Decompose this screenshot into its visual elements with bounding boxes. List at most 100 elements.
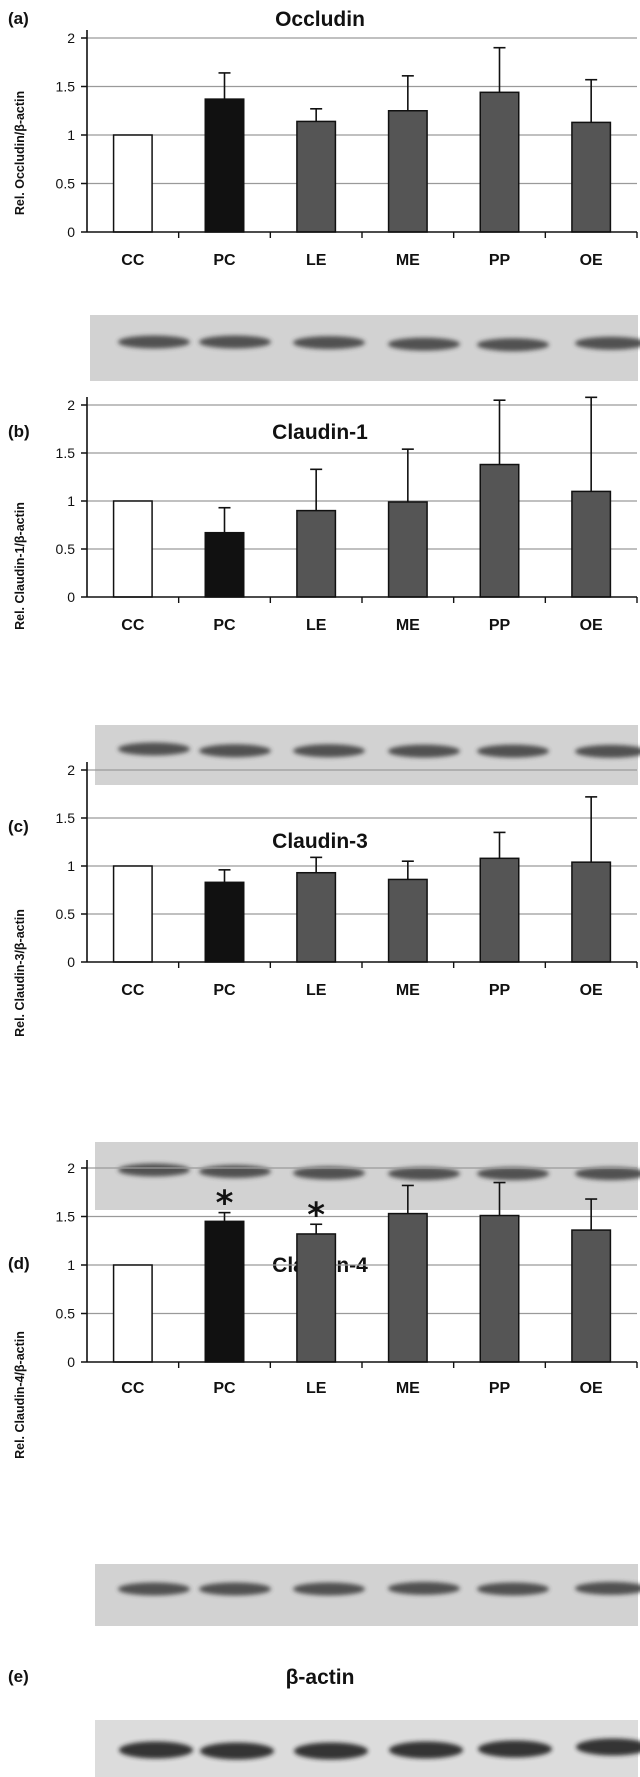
y-tick-label: 0.5: [56, 906, 76, 922]
blot-band: [293, 1166, 365, 1180]
blot-band: [477, 1582, 549, 1596]
panel-label: (d): [8, 1254, 30, 1273]
axes: [81, 30, 638, 238]
panel-label: (e): [8, 1667, 29, 1686]
bar-le: [296, 509, 337, 598]
bar-cc: [112, 1264, 153, 1363]
blot-band: [575, 336, 640, 350]
x-category-label: PP: [489, 252, 511, 269]
bar-pp: [479, 857, 520, 963]
y-tick-label: 1.5: [56, 1209, 76, 1225]
bars: [112, 46, 612, 233]
blot-band: [119, 1741, 193, 1759]
chart-panel-occludin: (a) Occludin Rel. Occludin/β-actin 0 0.5 1…: [8, 8, 640, 381]
y-tick-label: 2: [67, 762, 75, 778]
blot-background: [95, 1142, 638, 1210]
bar-le: [296, 1233, 337, 1363]
bar-pc: [204, 1220, 245, 1363]
x-category-label: OE: [580, 982, 603, 999]
blot-band: [294, 1742, 368, 1760]
gridlines: [87, 404, 637, 550]
blot-band: [118, 1582, 190, 1596]
blot-band: [199, 335, 271, 349]
tick-labels: 0 0.5 1 1.5 2 CC PC LE ME PP OE: [56, 30, 604, 269]
x-category-label: OE: [580, 252, 603, 269]
y-tick-label: 1: [67, 127, 75, 143]
gridlines: [87, 37, 637, 185]
x-category-label: ME: [396, 982, 420, 999]
western-blot-strip: [95, 725, 640, 785]
x-category-label: PC: [213, 617, 236, 634]
y-tick-label: 2: [67, 397, 75, 413]
blot-band: [388, 1167, 460, 1181]
bar-oe: [571, 1229, 612, 1363]
y-axis-label: Rel. Occludin/β-actin: [13, 91, 27, 215]
tick-labels: 0 0.5 1 1.5 2 CC * PC * LE ME PP OE: [56, 1160, 604, 1397]
bar-cc: [112, 865, 153, 963]
blot-band: [477, 338, 549, 352]
bar-le: [296, 871, 337, 963]
axes: [81, 762, 638, 968]
blot-band: [200, 1742, 274, 1760]
x-category-label: PP: [489, 982, 511, 999]
blot-band: [199, 744, 271, 758]
bar-me: [387, 1212, 428, 1363]
chart-title: Occludin: [275, 8, 365, 31]
blot-band: [293, 336, 365, 350]
bar-pp: [479, 463, 520, 598]
blot-bands: [118, 1163, 640, 1181]
chart-title: Claudin-3: [272, 830, 368, 853]
blot-bands: [118, 335, 640, 352]
x-category-label: LE: [306, 252, 327, 269]
blot-band: [118, 335, 190, 349]
bar-pc: [204, 881, 245, 963]
blot-band: [478, 1740, 552, 1758]
x-category-label: LE: [306, 617, 327, 634]
blot-band: [118, 742, 190, 756]
y-tick-label: 0.5: [56, 1306, 76, 1322]
y-tick-label: 1: [67, 1257, 75, 1273]
axes: [81, 1160, 638, 1368]
axes: [81, 397, 638, 603]
x-category-label: PC: [213, 252, 236, 269]
y-tick-label: 0: [67, 589, 75, 605]
panel-label: (b): [8, 422, 30, 441]
y-axis-label: Rel. Claudin-4/β-actin: [13, 1331, 27, 1459]
gridlines: [87, 769, 637, 915]
bar-me: [387, 501, 428, 598]
x-category-label: PC: [213, 982, 236, 999]
y-tick-label: 0: [67, 224, 75, 240]
x-category-label: PC: [213, 1380, 236, 1397]
blot-band: [576, 1738, 640, 1756]
x-category-label: OE: [580, 617, 603, 634]
bar-cc: [112, 134, 153, 233]
y-tick-label: 1.5: [56, 810, 76, 826]
chart-title: β-actin: [286, 1666, 355, 1689]
blot-band: [575, 1581, 640, 1595]
blot-band: [575, 1167, 640, 1181]
blot-band: [575, 744, 640, 758]
chart-panel-claudin-3: (c) Claudin-3 Rel. Claudin-3/β-actin 0 0.…: [8, 762, 640, 1210]
y-tick-label: 1.5: [56, 445, 76, 461]
blot-bands: [118, 742, 640, 758]
bar-pp: [479, 1214, 520, 1363]
y-tick-label: 0: [67, 954, 75, 970]
y-tick-label: 2: [67, 30, 75, 46]
bar-pc: [204, 531, 245, 598]
y-tick-label: 0.5: [56, 541, 76, 557]
x-category-label: OE: [580, 1380, 603, 1397]
western-blot-strip: [95, 1720, 640, 1777]
blot-band: [293, 1582, 365, 1596]
blot-bands: [119, 1738, 640, 1760]
bars: [112, 796, 612, 963]
tick-labels: 0 0.5 1 1.5 2 CC PC LE ME PP OE: [56, 397, 604, 634]
y-tick-label: 2: [67, 1160, 75, 1176]
blot-band: [389, 1741, 463, 1759]
blot-band: [118, 1163, 190, 1177]
significance-marker: *: [307, 1195, 325, 1235]
x-category-label: PP: [489, 617, 511, 634]
bar-pp: [479, 91, 520, 233]
significance-marker: *: [216, 1184, 234, 1224]
chart-title: Claudin-1: [272, 421, 368, 444]
